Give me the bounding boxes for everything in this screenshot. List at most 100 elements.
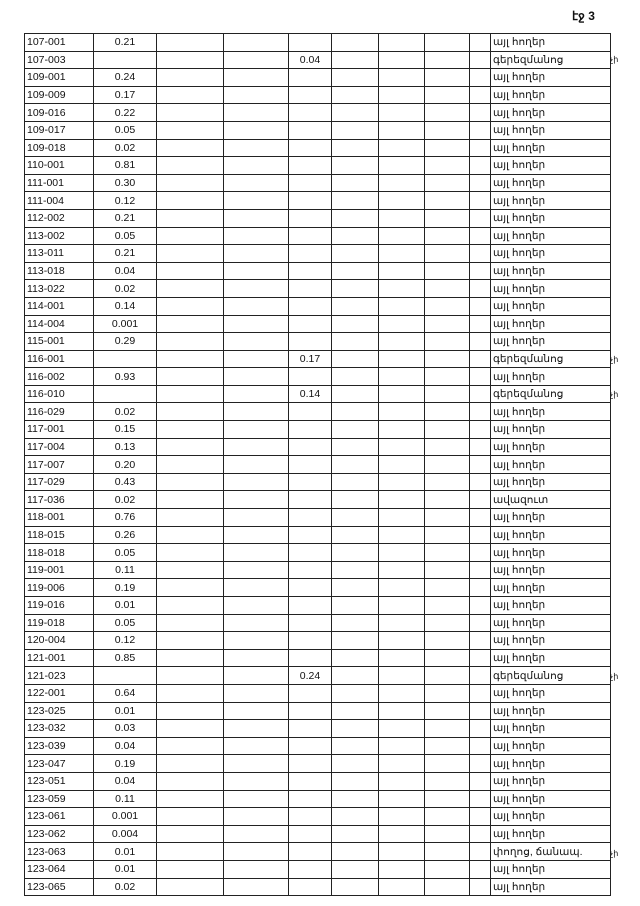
empty-cell	[424, 701, 470, 721]
empty-cell	[156, 173, 224, 193]
cemetery-area	[288, 683, 332, 703]
area-value: 0.22	[93, 103, 157, 122]
cemetery-area	[288, 120, 332, 140]
empty-cell	[424, 560, 470, 580]
empty-cell	[378, 648, 425, 668]
empty-cell	[469, 296, 491, 316]
area-value: 0.02	[93, 402, 157, 422]
parcel-id: 112-002	[24, 208, 94, 228]
empty-cell	[424, 85, 470, 105]
table-row: 115-001 0.29 այլ հողեր	[24, 332, 611, 351]
parcel-id: 123-039	[24, 736, 94, 756]
table-row: 123-059 0.11 այլ հողեր	[24, 789, 611, 809]
cemetery-area	[288, 208, 332, 228]
empty-cell	[424, 719, 470, 738]
cemetery-area	[288, 631, 332, 650]
empty-cell	[156, 68, 224, 87]
parcel-id: 113-011	[24, 244, 94, 263]
empty-cell	[378, 173, 425, 193]
empty-cell	[156, 314, 224, 334]
empty-cell	[424, 332, 470, 351]
cemetery-area	[288, 85, 332, 105]
empty-cell	[331, 50, 379, 70]
empty-cell	[469, 349, 491, 369]
empty-cell	[156, 472, 224, 492]
empty-cell	[331, 332, 379, 351]
empty-cell	[156, 103, 224, 122]
empty-cell	[331, 596, 379, 615]
empty-cell	[469, 314, 491, 334]
land-use: այլ հողեր	[490, 332, 611, 351]
cemetery-area	[288, 560, 332, 580]
empty-cell	[378, 824, 425, 844]
empty-cell	[424, 402, 470, 422]
empty-cell	[378, 877, 425, 897]
empty-cell	[469, 208, 491, 228]
empty-cell	[331, 261, 379, 281]
empty-cell	[378, 244, 425, 263]
empty-cell	[156, 543, 224, 562]
table-row: 109-001 0.24 այլ հողեր	[24, 68, 611, 87]
empty-cell	[469, 754, 491, 773]
empty-cell	[469, 33, 491, 52]
empty-cell	[156, 226, 224, 246]
area-value: 0.17	[93, 85, 157, 105]
empty-cell	[331, 877, 379, 897]
parcel-id: 116-001	[24, 349, 94, 369]
empty-cell	[156, 578, 224, 597]
table-row: 113-002 0.05 այլ հողեր	[24, 226, 611, 246]
empty-cell	[156, 138, 224, 158]
land-use: այլ հողեր	[490, 771, 611, 791]
table-row: 118-015 0.26 այլ հողեր	[24, 525, 611, 545]
land-use: այլ հողեր	[490, 701, 611, 721]
land-use: ավազուտ	[490, 490, 611, 510]
land-use: այլ հողեր	[490, 613, 611, 633]
parcel-id: 114-001	[24, 296, 94, 316]
empty-cell	[331, 191, 379, 210]
empty-cell	[424, 455, 470, 474]
cemetery-area	[288, 296, 332, 316]
empty-cell	[378, 560, 425, 580]
empty-cell	[223, 367, 289, 386]
land-use: այլ հողեր	[490, 631, 611, 650]
empty-cell	[223, 120, 289, 140]
table-row: 111-001 0.30 այլ հողեր	[24, 173, 611, 193]
land-use: այլ հողեր	[490, 877, 611, 897]
table-row: 117-004 0.13 այլ հողեր	[24, 437, 611, 457]
land-use: այլ հողեր	[490, 455, 611, 474]
cemetery-area	[288, 789, 332, 809]
table-row: 123-064 0.01 այլ հողեր	[24, 859, 611, 879]
empty-cell	[223, 754, 289, 773]
empty-cell	[424, 314, 470, 334]
empty-cell	[331, 525, 379, 545]
empty-cell	[331, 508, 379, 527]
empty-cell	[331, 683, 379, 703]
empty-cell	[156, 33, 224, 52]
cemetery-area	[288, 173, 332, 193]
empty-cell	[223, 68, 289, 87]
empty-cell	[156, 771, 224, 791]
empty-cell	[378, 807, 425, 826]
empty-cell	[469, 173, 491, 193]
empty-cell	[378, 191, 425, 210]
empty-cell	[331, 754, 379, 773]
empty-cell	[156, 789, 224, 809]
empty-cell	[378, 719, 425, 738]
table-row: 119-006 0.19 այլ հողեր	[24, 578, 611, 597]
empty-cell	[331, 138, 379, 158]
empty-cell	[378, 384, 425, 404]
cemetery-area	[288, 402, 332, 422]
empty-cell	[331, 279, 379, 298]
cemetery-area	[288, 859, 332, 879]
empty-cell	[156, 648, 224, 668]
empty-cell	[378, 156, 425, 175]
empty-cell	[378, 103, 425, 122]
empty-cell	[331, 349, 379, 369]
area-value: 0.04	[93, 261, 157, 281]
land-use: գերեզմանոց	[490, 384, 611, 404]
land-use: այլ հողեր	[490, 103, 611, 122]
empty-cell	[331, 472, 379, 492]
empty-cell	[424, 191, 470, 210]
parcel-id: 123-065	[24, 877, 94, 897]
